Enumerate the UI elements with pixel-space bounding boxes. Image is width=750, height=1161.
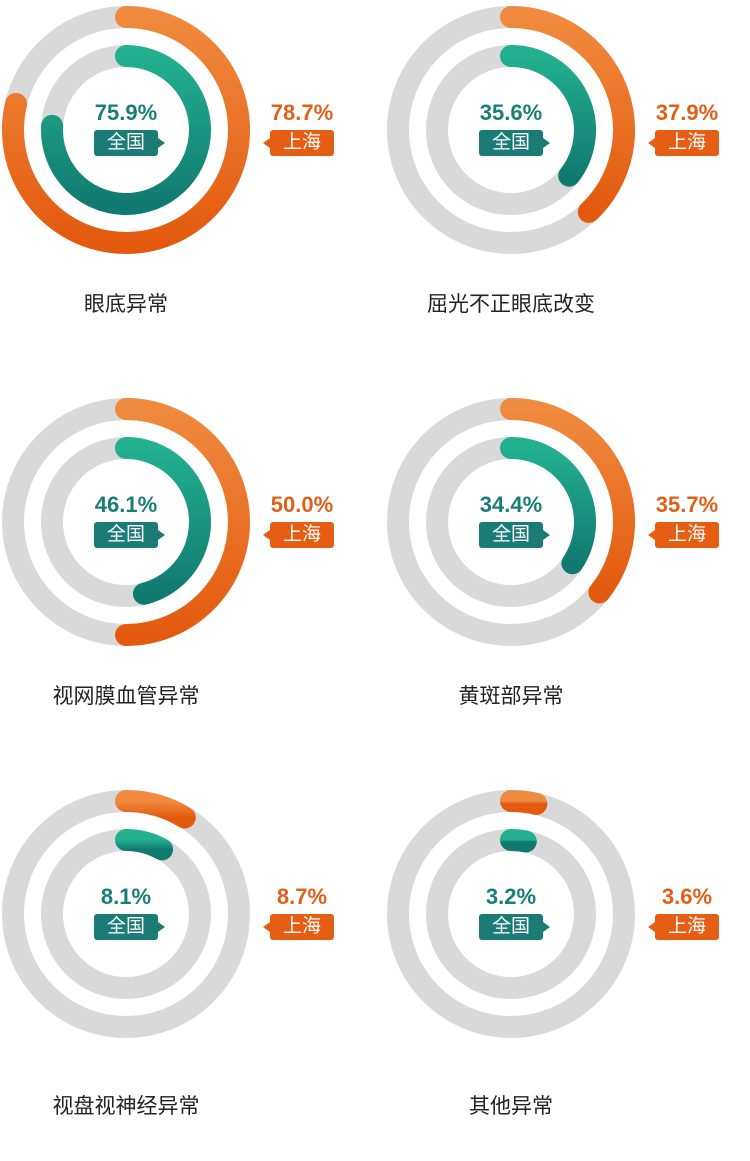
national-arc: [500, 437, 596, 575]
shanghai-value-label: 78.7%: [270, 100, 334, 125]
radial-chart-svg: [387, 398, 635, 646]
shanghai-arc: [115, 790, 196, 829]
radial-chart-svg: [2, 790, 250, 1038]
category-label: 视网膜血管异常: [52, 685, 200, 708]
chart-panel: 8.1% 全国 8.7% 上海: [0, 784, 375, 1161]
chart-panel: 3.2% 全国 3.6% 上海: [385, 784, 750, 1161]
category-label: 屈光不正眼底改变: [427, 293, 595, 316]
national-legend-tag: 全国: [94, 914, 165, 940]
national-arc: [115, 437, 211, 605]
shanghai-arc: [2, 6, 250, 254]
chart-panel: 46.1% 全国 50.0% 上海: [0, 392, 375, 769]
shanghai-value-label: 37.9%: [655, 100, 719, 125]
shanghai-legend-tag: 上海: [263, 914, 334, 940]
shanghai-arc: [500, 398, 635, 604]
shanghai-value-label: 50.0%: [270, 492, 334, 517]
shanghai-legend-tag: 上海: [648, 522, 719, 548]
shanghai-legend-tag: 上海: [263, 130, 334, 156]
national-value-label: 8.1%: [100, 884, 152, 909]
radial-chart-svg: [2, 398, 250, 646]
national-arc: [115, 829, 174, 861]
national-value-label: 34.4%: [479, 492, 543, 517]
category-label: 眼底异常: [84, 293, 168, 316]
chart-panel: 75.9% 全国 78.7% 上海: [0, 0, 375, 377]
chart-panel: 34.4% 全国 35.7% 上海: [385, 392, 750, 769]
national-legend-tag: 全国: [94, 522, 165, 548]
shanghai-legend-tag: 上海: [648, 914, 719, 940]
chart-panel: 35.6% 全国 37.9% 上海: [385, 0, 750, 377]
radial-chart-svg: [2, 6, 250, 254]
national-legend-tag: 全国: [479, 914, 550, 940]
national-arc: [41, 45, 211, 215]
shanghai-value-label: 8.7%: [276, 884, 328, 909]
national-legend-tag: 全国: [479, 130, 550, 156]
category-label: 其他异常: [469, 1095, 553, 1118]
national-value-label: 46.1%: [94, 492, 158, 517]
national-value-label: 35.6%: [479, 100, 543, 125]
shanghai-arc: [500, 6, 635, 223]
shanghai-arc: [500, 790, 548, 815]
category-label: 视盘视神经异常: [52, 1095, 200, 1118]
national-value-label: 3.2%: [485, 884, 537, 909]
radial-chart-svg: [387, 6, 635, 254]
shanghai-legend-tag: 上海: [263, 522, 334, 548]
category-label: 黄斑部异常: [458, 685, 564, 708]
radial-chart-svg: [387, 790, 635, 1038]
national-arc: [500, 45, 596, 187]
shanghai-value-label: 3.6%: [661, 884, 713, 909]
national-legend-tag: 全国: [479, 522, 550, 548]
national-arc: [500, 829, 537, 853]
national-legend-tag: 全国: [94, 130, 165, 156]
national-value-label: 75.9%: [94, 100, 158, 125]
shanghai-legend-tag: 上海: [648, 130, 719, 156]
shanghai-arc: [115, 398, 250, 646]
shanghai-value-label: 35.7%: [655, 492, 719, 517]
radial-charts-grid: 75.9% 全国 78.7% 上海 眼底异常 35.6% 全国 37.9% 上海 屈光不正眼底改变…: [0, 0, 750, 1118]
